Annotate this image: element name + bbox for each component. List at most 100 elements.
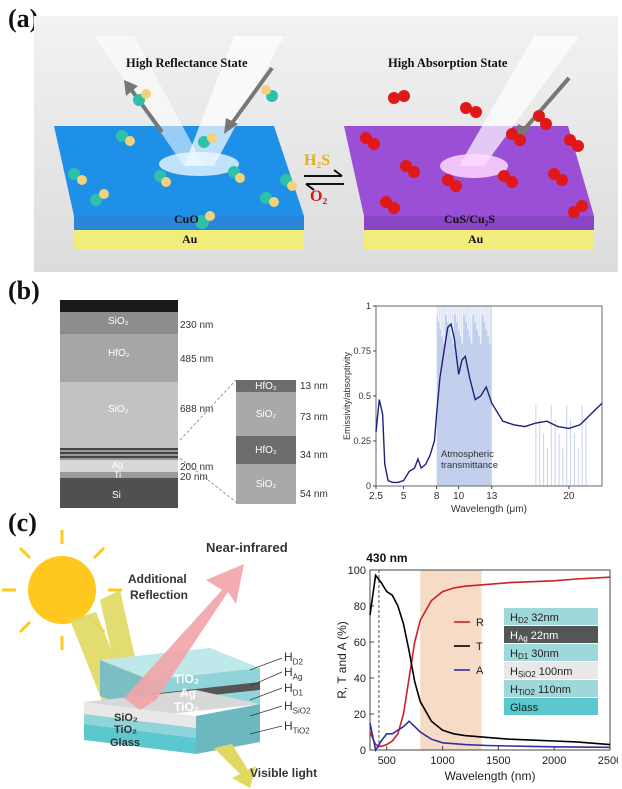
near-infrared-arrow xyxy=(124,564,244,710)
series-line-a xyxy=(369,720,611,753)
x-tick-label: 13 xyxy=(486,491,498,502)
stack-label-sio2: SiO₂ xyxy=(114,712,138,724)
stack-legend-value: 30nm xyxy=(528,648,559,660)
h-label-d2: HD2 xyxy=(284,650,303,666)
sun-icon xyxy=(2,530,122,650)
stack-legend-value: 100nm xyxy=(536,666,573,678)
stack-legend-main: Glass xyxy=(510,702,539,714)
cuo-layer-label: CuO xyxy=(174,212,199,226)
layer-sio2 xyxy=(84,702,196,728)
chart-c-title: 430 nm xyxy=(366,551,407,565)
stack-legend-value: 22nm xyxy=(528,630,559,642)
stack-legend-row xyxy=(504,644,598,661)
stack-legend-sub: TiO2 xyxy=(518,688,536,697)
x-tick-label: 20 xyxy=(563,491,575,502)
sem-thk-485: 485 nm xyxy=(180,354,214,365)
stack-legend-row xyxy=(504,608,598,625)
zoom-thk-73: 73 nm xyxy=(300,412,328,423)
zoom-thk-54: 54 nm xyxy=(300,489,328,500)
additional-label: Additional xyxy=(128,572,187,586)
y-tick-label: 60 xyxy=(354,637,366,649)
base-side xyxy=(196,704,260,754)
au-left-label: Au xyxy=(182,232,198,246)
sem-label-si: Si xyxy=(112,490,121,501)
zoom-layer-sio2-54-label: SiO₂ xyxy=(255,478,277,490)
visible-light-label: Visible light xyxy=(250,766,318,780)
panel-c-illustration xyxy=(2,530,283,788)
stack-label-ag: Ag xyxy=(180,686,196,700)
h-label-sio2: HSiO2 xyxy=(284,699,310,715)
arrow-out-left-head xyxy=(124,80,138,96)
h-label-tio2: HTiO2 xyxy=(284,719,310,735)
y-tick-label: 1 xyxy=(366,301,371,311)
stack-legend-row xyxy=(504,698,598,715)
sem-label-sio2-mid: SiO₂ xyxy=(108,404,129,415)
h-sio2-sub: SiO2 xyxy=(292,706,311,716)
zoom-thk-13: 13 nm xyxy=(300,381,328,392)
emissivity-chart: 2.5 5 8 10 13 20 0 0.25 0.5 0.75 1 Wavelength (μm) E… xyxy=(342,301,603,515)
y-tick-label: 40 xyxy=(354,673,366,685)
y-tick-label: 80 xyxy=(354,601,366,613)
high-reflectance-label: High Reflectance State xyxy=(126,56,248,70)
atmospheric-label-line1: Atmospheric xyxy=(441,449,494,460)
stack-label-tio2-top: TiO₂ xyxy=(174,672,200,686)
stack-legend-main: H xyxy=(510,684,518,696)
sem-thk-688: 688 nm xyxy=(180,404,214,415)
stack-label-tio2-bottom: TiO₂ xyxy=(174,700,200,714)
sem-thk-200: 200 nm xyxy=(180,462,214,473)
y-tick-label: 20 xyxy=(354,709,366,721)
panel-c-label: (c) xyxy=(8,508,37,537)
stack-legend-row xyxy=(504,662,598,679)
o2-molecules xyxy=(360,90,588,218)
x-tick-label: 8 xyxy=(434,491,440,502)
emissivity-series-line xyxy=(375,322,603,484)
sem-si xyxy=(60,478,178,508)
h-label-ag: HAg xyxy=(284,665,302,681)
light-spot-left xyxy=(159,152,239,176)
arrow-in-left-head xyxy=(224,118,238,134)
h-label-d1: HD1 xyxy=(284,681,303,697)
sem-label-ti: Ti xyxy=(114,470,122,480)
series-line-t xyxy=(369,573,611,746)
h-sio2-main: H xyxy=(284,699,293,713)
series-line-r xyxy=(369,576,611,748)
layer-tio2-base xyxy=(84,714,196,738)
y-axis-label: Emissivity/absorptivity xyxy=(342,351,352,440)
forward-arrow-head xyxy=(333,169,343,177)
cuo-front-face xyxy=(74,216,304,230)
visible-light-arrow xyxy=(214,744,256,788)
x-tick-label: 1500 xyxy=(486,755,510,767)
y-tick-label: 0 xyxy=(366,481,371,491)
reflection-label: Reflection xyxy=(130,588,189,602)
arrow-in-left xyxy=(228,66,274,128)
y-tick-label: 0.25 xyxy=(353,436,371,446)
y-tick-label: 100 xyxy=(348,565,366,577)
h-d1-sub: D1 xyxy=(292,688,303,698)
zoom-layer-hfo2-13: HfO₂ xyxy=(236,380,296,392)
stack-label-glass: Glass xyxy=(110,737,140,749)
sem-ag xyxy=(60,460,178,472)
stack-legend-text: HSiO2 100nm xyxy=(510,666,572,679)
zoom-layer-sio2-73: SiO₂ xyxy=(236,392,296,436)
legend-label-r: R xyxy=(476,617,484,629)
x-axis-label: Wavelength (nm) xyxy=(445,769,536,783)
h-label-leaders xyxy=(249,657,283,735)
panel-a-label: (a) xyxy=(8,4,39,33)
o2-label: O₂ xyxy=(310,188,328,205)
atmospheric-label-line2: transmittance xyxy=(441,460,498,471)
reverse-arrow-head xyxy=(305,183,315,191)
zoom-layer-sio2-73-label: SiO₂ xyxy=(255,408,277,420)
h-tio2-sub: TiO2 xyxy=(292,726,310,736)
layer-tio2-upper xyxy=(150,668,260,694)
cus-front-face xyxy=(364,216,594,230)
sem-image xyxy=(60,300,178,508)
light-spot-right xyxy=(440,154,508,178)
zoom-thk-34: 34 nm xyxy=(300,450,328,461)
h2s-label: H₂S xyxy=(304,152,331,169)
zoom-layer-hfo2-34-label: HfO₂ xyxy=(255,444,277,456)
sem-ti xyxy=(60,472,178,478)
reflected-beam-left xyxy=(94,36,204,166)
stack-legend-text: Glass xyxy=(510,702,539,714)
stack-legend-row xyxy=(504,680,598,697)
